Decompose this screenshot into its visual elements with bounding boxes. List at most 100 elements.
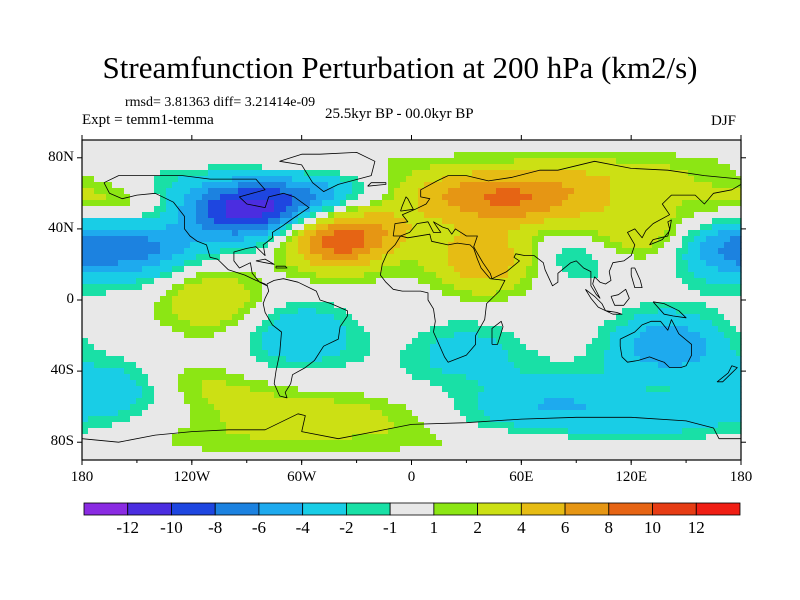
heatmap-cell (388, 446, 395, 453)
heatmap-cell (382, 422, 389, 429)
heatmap-cell (208, 314, 215, 321)
heatmap-cell (616, 182, 623, 189)
heatmap-cell (466, 422, 473, 429)
heatmap-cell (472, 260, 479, 267)
heatmap-cell (520, 266, 527, 273)
heatmap-cell (208, 200, 215, 207)
heatmap-cell (352, 218, 359, 225)
heatmap-cell (256, 458, 263, 461)
heatmap-cell (112, 242, 119, 249)
heatmap-cell (334, 248, 341, 255)
heatmap-cell (496, 446, 503, 453)
heatmap-cell (598, 338, 605, 345)
heatmap-cell (196, 356, 203, 363)
heatmap-cell (622, 332, 629, 339)
heatmap-cell (232, 362, 239, 369)
heatmap-cell (628, 248, 635, 255)
heatmap-cell (538, 314, 545, 321)
heatmap-cell (244, 338, 251, 345)
heatmap-cell (598, 200, 605, 207)
heatmap-cell (100, 200, 107, 207)
heatmap-cell (418, 290, 425, 297)
heatmap-cell (484, 314, 491, 321)
heatmap-cell (538, 266, 545, 273)
heatmap-cell (310, 446, 317, 453)
heatmap-cell (250, 446, 257, 453)
heatmap-cell (442, 254, 449, 261)
heatmap-cell (88, 338, 95, 345)
heatmap-cell (520, 350, 527, 357)
heatmap-cell (610, 428, 617, 435)
heatmap-cell (220, 458, 227, 461)
heatmap-cell (634, 158, 641, 165)
heatmap-cell (352, 458, 359, 461)
heatmap-cell (244, 302, 251, 309)
heatmap-cell (304, 332, 311, 339)
heatmap-cell (442, 236, 449, 243)
heatmap-cell (166, 440, 173, 447)
heatmap-cell (130, 332, 137, 339)
heatmap-cell (322, 140, 329, 147)
heatmap-cell (508, 176, 515, 183)
heatmap-cell (562, 140, 569, 147)
heatmap-cell (388, 326, 395, 333)
heatmap-cell (262, 152, 269, 159)
heatmap-cell (298, 260, 305, 267)
heatmap-cell (322, 266, 329, 273)
heatmap-cell (172, 386, 179, 393)
heatmap-cell (250, 212, 257, 219)
heatmap-cell (610, 446, 617, 453)
heatmap-cell (136, 362, 143, 369)
heatmap-cell (262, 428, 269, 435)
heatmap-cell (256, 452, 263, 459)
heatmap-cell (256, 356, 263, 363)
heatmap-cell (106, 248, 113, 255)
heatmap-cell (388, 350, 395, 357)
heatmap-cell (334, 188, 341, 195)
heatmap-cell (490, 422, 497, 429)
heatmap-cell (448, 218, 455, 225)
heatmap-cell (490, 152, 497, 159)
heatmap-cell (574, 278, 581, 285)
heatmap-cell (322, 338, 329, 345)
heatmap-cell (418, 422, 425, 429)
heatmap-cell (118, 284, 125, 291)
heatmap-cell (142, 356, 149, 363)
heatmap-cell (292, 422, 299, 429)
heatmap-cell (202, 206, 209, 213)
heatmap-cell (298, 338, 305, 345)
heatmap-cell (202, 344, 209, 351)
heatmap-cell (196, 266, 203, 273)
heatmap-cell (562, 200, 569, 207)
heatmap-cell (592, 320, 599, 327)
heatmap-cell (280, 338, 287, 345)
heatmap-cell (592, 146, 599, 153)
heatmap-cell (190, 140, 197, 147)
heatmap-cell (208, 452, 215, 459)
heatmap-cell (178, 182, 185, 189)
heatmap-cell (160, 296, 167, 303)
heatmap-cell (298, 302, 305, 309)
heatmap-cell (394, 446, 401, 453)
heatmap-cell (226, 146, 233, 153)
heatmap-cell (388, 458, 395, 461)
heatmap-cell (334, 200, 341, 207)
heatmap-cell (406, 434, 413, 441)
heatmap-cell (556, 404, 563, 411)
heatmap-cell (286, 296, 293, 303)
heatmap-cell (310, 386, 317, 393)
heatmap-cell (352, 146, 359, 153)
heatmap-cell (556, 182, 563, 189)
heatmap-cell (358, 188, 365, 195)
heatmap-cell (196, 332, 203, 339)
heatmap-cell (184, 344, 191, 351)
heatmap-cell (352, 206, 359, 213)
heatmap-cell (166, 260, 173, 267)
heatmap-cell (322, 188, 329, 195)
heatmap-cell (184, 416, 191, 423)
heatmap-cell (142, 374, 149, 381)
heatmap-cell (256, 380, 263, 387)
heatmap-cell (328, 404, 335, 411)
heatmap-cell (292, 332, 299, 339)
heatmap-cell (622, 158, 629, 165)
